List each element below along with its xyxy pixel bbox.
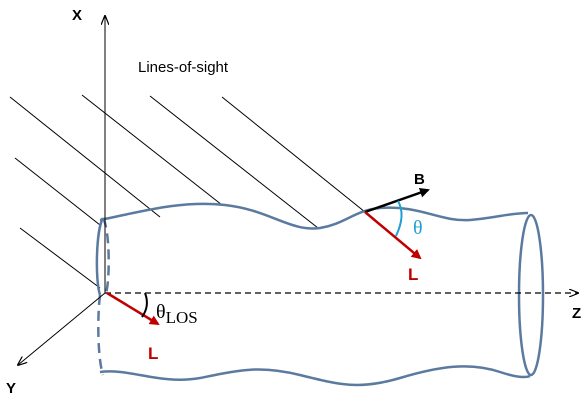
l-label: L [148, 344, 158, 363]
y-label: Y [6, 380, 16, 397]
x-label: X [72, 7, 82, 24]
vector-l [106, 291, 160, 326]
vector-b [364, 187, 430, 214]
theta-subscript: LOS [166, 308, 198, 327]
theta-los-label: θLOS [156, 301, 198, 327]
annotation: Lines-of-sight [138, 59, 229, 76]
angle-arc [395, 200, 403, 237]
y-axis [18, 292, 106, 365]
angle-arc [141, 292, 148, 318]
theta-symbol: θ [156, 301, 166, 323]
theta-label: θ [413, 217, 423, 239]
vector-l [364, 211, 422, 260]
z-label: Z [572, 305, 581, 322]
l-label: L [408, 265, 418, 284]
b-label: B [414, 171, 425, 188]
tube [95, 202, 545, 387]
lines-of-sight [9, 94, 366, 289]
